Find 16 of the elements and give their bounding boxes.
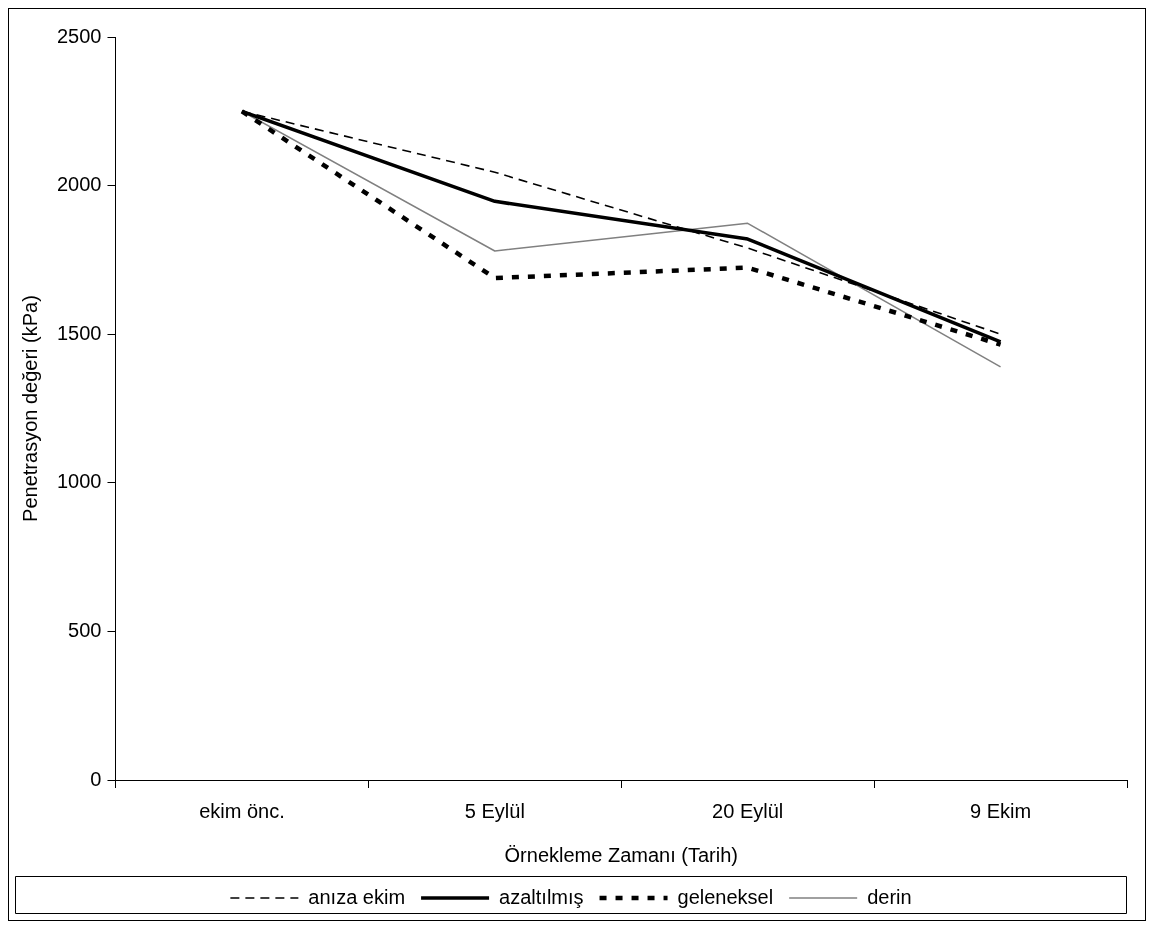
y-axis-title: Penetrasyon değeri (kPa) xyxy=(18,295,41,522)
x-axis-title: Örnekleme Zamanı (Tarih) xyxy=(504,843,738,866)
legend-label: anıza ekim xyxy=(308,885,406,908)
legend-label: derin xyxy=(867,885,912,908)
y-tick-label: 2500 xyxy=(56,24,102,47)
y-tick-label: 1000 xyxy=(56,470,102,493)
x-tick-label: 5 Eylül xyxy=(464,799,525,822)
legend-label: geleneksel xyxy=(677,885,774,908)
y-tick-label: 500 xyxy=(68,618,102,641)
y-tick-label: 0 xyxy=(90,767,102,790)
x-tick-label: 20 Eylül xyxy=(712,799,784,822)
x-tick-label: ekim önc. xyxy=(199,799,285,822)
y-tick-label: 1500 xyxy=(56,321,102,344)
legend-label: azaltılmış xyxy=(499,885,584,908)
y-tick-label: 2000 xyxy=(56,173,102,196)
x-tick-label: 9 Ekim xyxy=(970,799,1032,822)
